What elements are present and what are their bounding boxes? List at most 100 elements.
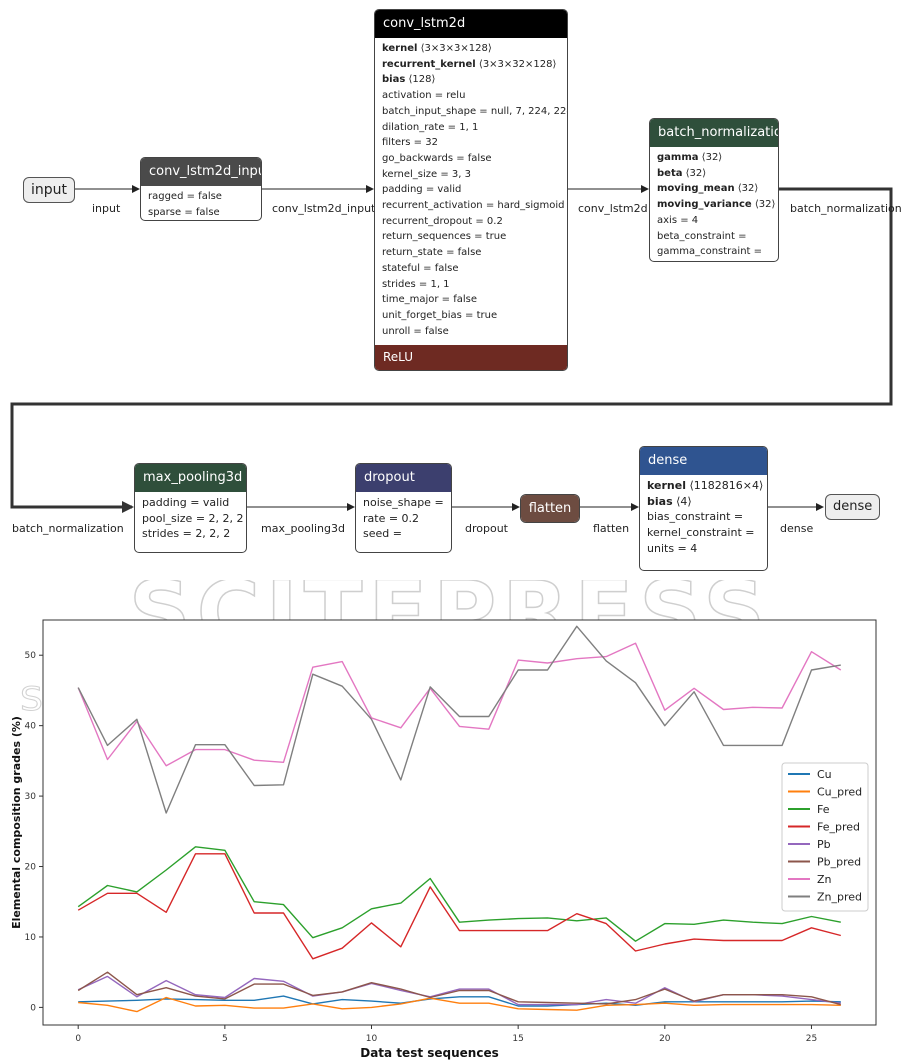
attribute-row: strides = 2, 2, 2	[142, 527, 231, 541]
edge-label-conv-lstm2d: conv_lstm2d	[578, 202, 648, 215]
weight-name: beta	[657, 167, 683, 179]
weight-shape: ⟨128⟩	[405, 74, 436, 86]
attribute-row: strides = 1, 1	[382, 278, 450, 290]
weight-name: bias	[647, 494, 673, 508]
attribute-row: stateful = false	[382, 262, 459, 274]
attribute-row: seed =	[363, 527, 402, 541]
x-tick-label: 15	[512, 1034, 523, 1044]
legend-label: Fe_pred	[817, 821, 860, 834]
attribute-row: rate = 0.2	[363, 511, 420, 525]
weight-shape: ⟨32⟩	[698, 152, 723, 163]
attribute-row: kernel_size = 3, 3	[382, 168, 471, 180]
attribute-row: pool_size = 2, 2, 2	[142, 511, 244, 525]
weight-shape: ⟨32⟩	[682, 167, 707, 179]
node-title: conv_lstm2d	[375, 10, 567, 38]
series-line-fe-pred	[77, 853, 841, 960]
series-line-zn-pred	[77, 625, 841, 814]
line-chart: 0 5 10 15 20 25 0 10 20 30 40 50 Data test sequences…	[10, 619, 877, 1060]
series-line-fe	[77, 846, 841, 942]
max-pooling3d-node[interactable]: max_pooling3d padding = valid pool_size =…	[134, 463, 247, 553]
weight-shape: ⟨32⟩	[734, 183, 759, 195]
attribute-row: sparse = false	[148, 206, 220, 218]
attribute-row: units = 4	[647, 541, 698, 555]
attribute-row: batch_input_shape = null, 7, 224, 224, 3	[382, 105, 568, 117]
conv-lstm2d-node[interactable]: conv_lstm2d kernel ⟨3×3×3×128⟩ recurrent_…	[374, 9, 568, 371]
edge-batch-normalization	[10, 187, 893, 513]
weight-name: moving_variance	[657, 199, 752, 211]
activation-footer: ReLU	[375, 345, 567, 370]
y-tick-label: 0	[30, 1003, 36, 1013]
legend-label: Pb	[817, 838, 831, 851]
node-title: max_pooling3d	[135, 464, 246, 492]
weight-row: beta ⟨32⟩	[657, 166, 771, 182]
weight-name: gamma	[657, 152, 699, 163]
edge-label-flatten: flatten	[593, 522, 630, 535]
plot-area	[42, 619, 877, 1026]
attribute-row: gamma_constraint =	[657, 246, 763, 258]
weight-row: kernel ⟨3×3×3×128⟩	[382, 41, 560, 57]
y-tick-label: 50	[25, 651, 37, 661]
batch-normalization-node[interactable]: batch_normalization gamma ⟨32⟩ beta ⟨32⟩ m…	[649, 118, 779, 262]
weight-name: recurrent_kernel	[382, 58, 476, 70]
node-title: dropout	[356, 464, 451, 492]
weight-row: bias ⟨128⟩	[382, 72, 560, 88]
attribute-row: padding = valid	[382, 184, 462, 196]
edge-label-max-pooling3d: max_pooling3d	[261, 522, 345, 535]
weight-row: recurrent_kernel ⟨3×3×32×128⟩	[382, 57, 560, 73]
attribute-row: return_state = false	[382, 247, 482, 259]
input-node[interactable]: input	[23, 177, 76, 203]
legend-label: Pb_pred	[817, 856, 861, 869]
y-tick-label: 10	[25, 933, 37, 943]
weight-shape: ⟨4⟩	[672, 494, 692, 508]
weight-row: bias ⟨4⟩	[647, 494, 760, 510]
node-title: flatten	[521, 495, 579, 522]
output-node[interactable]: dense	[825, 494, 881, 520]
weight-row: moving_mean ⟨32⟩	[657, 181, 771, 197]
y-tick-label: 40	[25, 722, 37, 732]
legend-label: Fe	[817, 803, 830, 816]
diagram-connectors	[10, 185, 893, 513]
dense-node[interactable]: dense kernel ⟨1182816×4⟩ bias ⟨4⟩ bias_con…	[639, 446, 768, 571]
y-tick-label: 30	[25, 792, 37, 802]
attribute-row: go_backwards = false	[382, 152, 492, 164]
weight-row: gamma ⟨32⟩	[657, 150, 771, 166]
flatten-node[interactable]: flatten	[520, 494, 580, 523]
edge-label-batch-normalization-top: batch_normalization	[790, 202, 901, 215]
conv-lstm2d-input-node[interactable]: conv_lstm2d_input ragged = false sparse =…	[140, 157, 262, 221]
y-axis-label: Elemental composition grades (%)	[10, 716, 23, 929]
x-tick-label: 0	[75, 1034, 81, 1044]
edge-label-dense: dense	[780, 522, 814, 535]
weight-shape: ⟨1182816×4⟩	[685, 479, 764, 492]
series-line-zn	[77, 642, 842, 767]
node-title: dense	[640, 447, 767, 475]
weight-shape: ⟨3×3×32×128⟩	[475, 58, 557, 70]
node-title: batch_normalization	[650, 119, 778, 147]
edge-label-conv-lstm2d-input: conv_lstm2d_input	[272, 202, 376, 215]
attribute-row: noise_shape =	[363, 496, 444, 509]
edge-label-dropout: dropout	[465, 522, 508, 535]
x-tick-label: 20	[659, 1034, 671, 1044]
attribute-row: recurrent_activation = hard_sigmoid	[382, 200, 565, 212]
legend-label: Zn	[817, 873, 832, 886]
attribute-row: bias_constraint =	[647, 510, 744, 524]
legend-box	[781, 762, 869, 912]
attribute-row: axis = 4	[657, 214, 699, 226]
series-line-pb-pred	[77, 971, 841, 1006]
attribute-row: dilation_rate = 1, 1	[382, 121, 479, 133]
x-axis-label: Data test sequences	[360, 1046, 499, 1060]
weight-row: kernel ⟨1182816×4⟩	[647, 478, 764, 494]
attribute-row: padding = valid	[142, 496, 230, 509]
attribute-row: time_major = false	[382, 294, 477, 306]
dropout-node[interactable]: dropout noise_shape = rate = 0.2 seed =	[355, 463, 452, 553]
attribute-row: kernel_constraint =	[647, 526, 755, 540]
x-tick-label: 25	[806, 1034, 817, 1044]
series-line-cu	[78, 995, 841, 1007]
weight-shape: ⟨32⟩	[751, 199, 776, 211]
edge-label-batch-normalization-bottom: batch_normalization	[12, 522, 124, 535]
x-tick-label: 10	[366, 1034, 378, 1044]
attribute-row: ragged = false	[148, 191, 222, 202]
weight-name: kernel	[647, 479, 686, 492]
weight-name: bias	[382, 74, 406, 86]
attribute-row: activation = relu	[382, 90, 466, 102]
y-tick-label: 20	[25, 863, 37, 873]
